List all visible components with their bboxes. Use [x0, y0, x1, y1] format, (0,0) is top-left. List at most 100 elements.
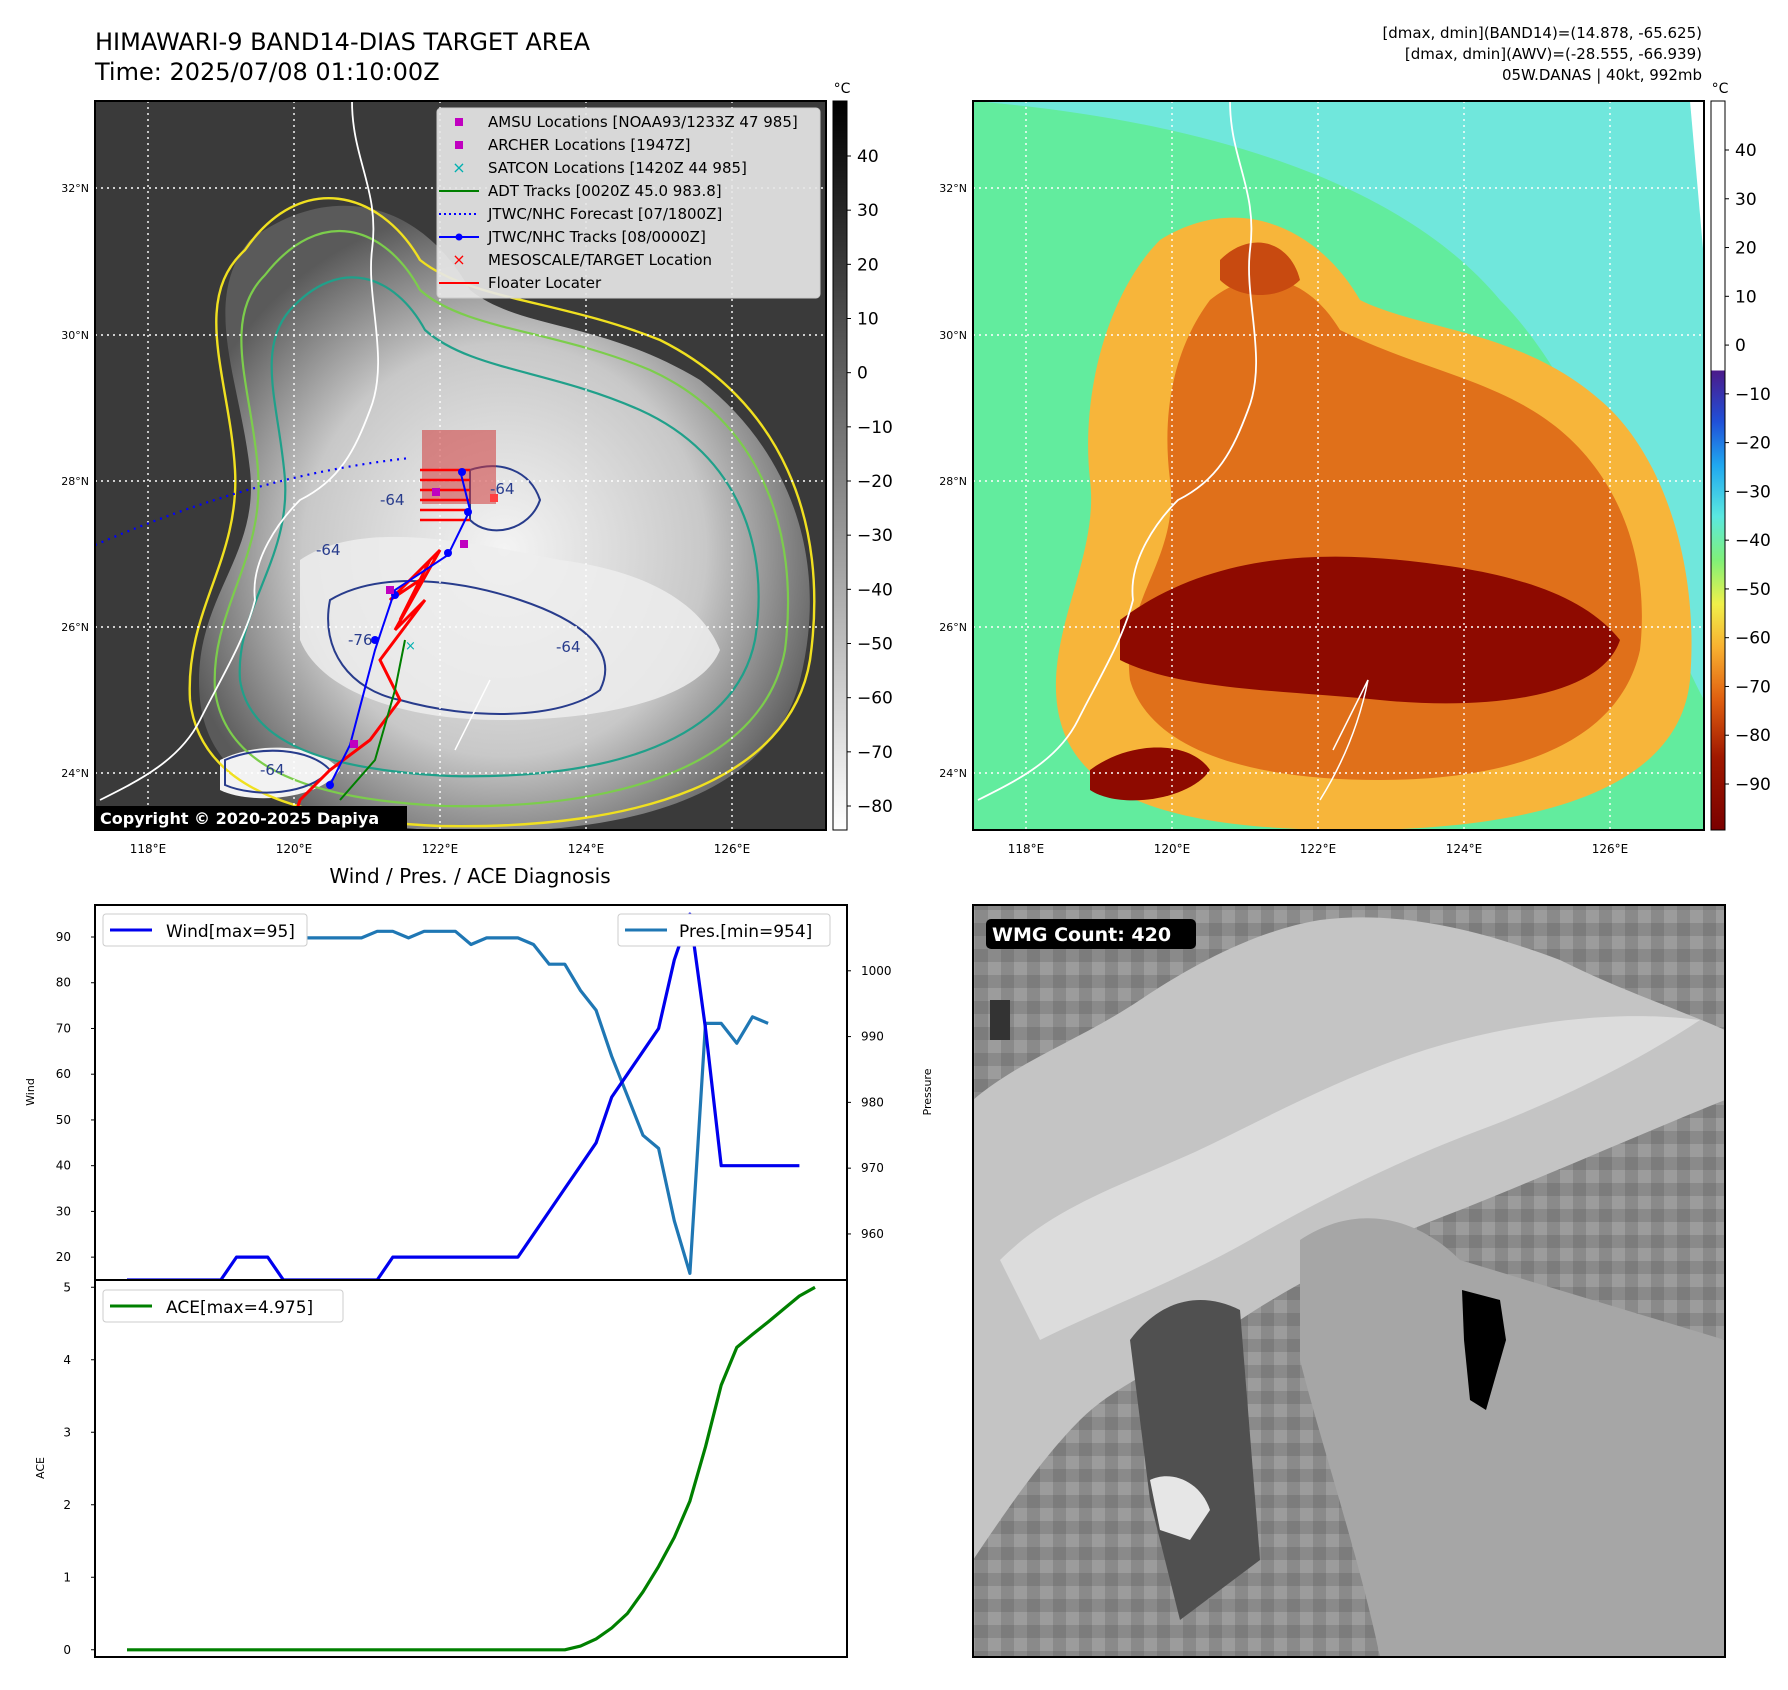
figure-title: HIMAWARI-9 BAND14-DIAS TARGET AREA [95, 28, 591, 56]
colorbar-tick-label: 0 [857, 364, 868, 384]
axis-tick-label: 1 [63, 1570, 71, 1584]
legend-marker-dot [455, 233, 463, 241]
contour-label-1: -64 [316, 541, 341, 559]
axis-tick-label: 5 [63, 1280, 71, 1294]
wmg-dark-band [1130, 1300, 1260, 1620]
amsu-archer-markers [350, 488, 468, 748]
colorbar-tick-label: −50 [1735, 580, 1771, 600]
lon-tick-label: 126°E [1592, 842, 1629, 856]
wind-pressure-chart: Wind Pressure 20 30 40 50 60 70 80 90 960 970 980… [24, 904, 934, 1282]
ace-legend-box [102, 1289, 344, 1323]
legend-label: ARCHER Locations [1947Z] [488, 136, 691, 154]
wmg-dark-spot [1462, 1290, 1506, 1410]
left-colorbar-bar [832, 100, 848, 831]
axis-tick-label: 980 [861, 1095, 884, 1109]
ace-legend-label: ACE[max=4.975] [166, 1298, 313, 1318]
colorbar-tick-label: −60 [1735, 629, 1771, 649]
colorbar-tick-label: −50 [857, 635, 893, 655]
axis-tick-label: 70 [56, 1021, 71, 1035]
colorbar-tick-label: −80 [857, 797, 893, 817]
colorbar-tick-label: 0 [1735, 336, 1746, 356]
legend-label: JTWC/NHC Tracks [08/0000Z] [487, 228, 706, 246]
contour-label-5: -64 [260, 761, 285, 779]
colorbar-tick-label: −40 [857, 580, 893, 600]
lon-tick-label: 124°E [568, 842, 605, 856]
lon-tick-label: 122°E [422, 842, 459, 856]
clear-sky-area [973, 101, 1704, 700]
axis-tick-label: 1000 [861, 964, 892, 978]
wind-axis-label: Wind [24, 1078, 37, 1106]
axis-tick-label: 50 [56, 1113, 71, 1127]
colorbar-tick-label: 30 [857, 201, 879, 221]
legend-label: ADT Tracks [0020Z 45.0 983.8] [488, 182, 722, 200]
axis-tick-label: 960 [861, 1227, 884, 1241]
lat-tick-label: 30°N [939, 329, 967, 342]
cloud-tops-cold-south [1090, 747, 1210, 801]
lat-tick-label: 24°N [939, 767, 967, 780]
wmg-gray-region [1300, 1218, 1725, 1657]
coastline-taiwan-right [1319, 679, 1369, 801]
axis-tick-label: 80 [56, 976, 71, 990]
lon-tick-label: 120°E [1154, 842, 1191, 856]
adt-track [339, 639, 406, 801]
contour-label-4: -64 [490, 480, 515, 498]
left-map-panel: × -64 -76 -64 -64 -64 -64 Copyright © 20… [61, 100, 827, 856]
wmg-frame [972, 904, 1726, 1658]
colorbar-tick-label: 10 [857, 310, 879, 330]
wind-legend: Wind[max=95] [102, 913, 308, 947]
lat-tick-label: 26°N [61, 621, 89, 634]
lat-tick-label: 24°N [61, 767, 89, 780]
axis-tick-label: 2 [63, 1498, 71, 1512]
colorbar-tick-label: 20 [1735, 239, 1757, 259]
lon-tick-label: 126°E [714, 842, 751, 856]
wind-pressure-frame [94, 904, 848, 1281]
left-colorbar-unit: °C [834, 81, 851, 97]
right-colorbar-bar [1710, 100, 1726, 831]
lat-tick-label: 32°N [939, 182, 967, 195]
wind-legend-box [102, 913, 308, 947]
wmg-bright-spot [1150, 1476, 1210, 1540]
right-colorbar-unit: °C [1712, 81, 1729, 97]
axis-tick-label: 3 [63, 1425, 71, 1439]
wmg-brightest-band [1000, 1016, 1700, 1340]
lon-tick-label: 122°E [1300, 842, 1337, 856]
colorbar-tick-label: −10 [1735, 385, 1771, 405]
colorbar-tick-label: −70 [1735, 677, 1771, 697]
lat-tick-label: 26°N [939, 621, 967, 634]
axis-tick-label: 990 [861, 1030, 884, 1044]
floater-locater-track [288, 548, 442, 830]
right-lat-ticks: 32°N 30°N 28°N 26°N 24°N [939, 182, 967, 780]
right-map-blank-corner [1690, 101, 1704, 260]
copyright-box [95, 806, 407, 830]
right-colorbar: °C 40 30 20 10 0 −10 −20 −30 −40 −50 −60 −70 −80 −90 [1710, 81, 1771, 831]
colorbar-tick-label: −20 [1735, 434, 1771, 454]
axis-tick-label: 40 [56, 1159, 71, 1173]
figure-time: Time: 2025/07/08 01:10:00Z [94, 58, 440, 86]
lat-tick-label: 28°N [61, 475, 89, 488]
wind-legend-label: Wind[max=95] [166, 922, 295, 942]
coastline-taiwan [454, 679, 491, 751]
legend-label: JTWC/NHC Forecast [07/1800Z] [487, 205, 722, 223]
colorbar-tick-label: −60 [857, 689, 893, 709]
info-band14: [dmax, dmin](BAND14)=(14.878, -65.625) [1382, 24, 1702, 42]
colorbar-tick-label: −80 [1735, 726, 1771, 746]
cloud-tops-cold [1120, 556, 1620, 704]
left-lon-ticks: 118°E 120°E 122°E 124°E 126°E [130, 842, 751, 856]
right-map-panel: 118°E 120°E 122°E 124°E 126°E 32°N 30°N 28°N 26… [939, 100, 1705, 856]
legend-marker [455, 141, 463, 149]
wmg-count-box [986, 919, 1196, 949]
ace-chart: ACE 0 1 2 3 4 5 ACE[max=4.975] [34, 1279, 848, 1658]
lon-tick-label: 118°E [1008, 842, 1045, 856]
axis-tick-label: 60 [56, 1067, 71, 1081]
ace-legend: ACE[max=4.975] [102, 1289, 344, 1323]
floater-locater-box [420, 468, 470, 522]
legend-marker [455, 118, 463, 126]
colorbar-tick-label: 10 [1735, 287, 1757, 307]
colorbar-tick-label: 40 [857, 147, 879, 167]
left-lat-ticks: 32°N 30°N 28°N 26°N 24°N [61, 182, 89, 780]
legend-box [436, 107, 821, 299]
lon-tick-label: 118°E [130, 842, 167, 856]
axis-tick-label: 970 [861, 1161, 884, 1175]
axis-tick-label: 30 [56, 1204, 71, 1218]
legend-label: Floater Locater [488, 274, 602, 292]
